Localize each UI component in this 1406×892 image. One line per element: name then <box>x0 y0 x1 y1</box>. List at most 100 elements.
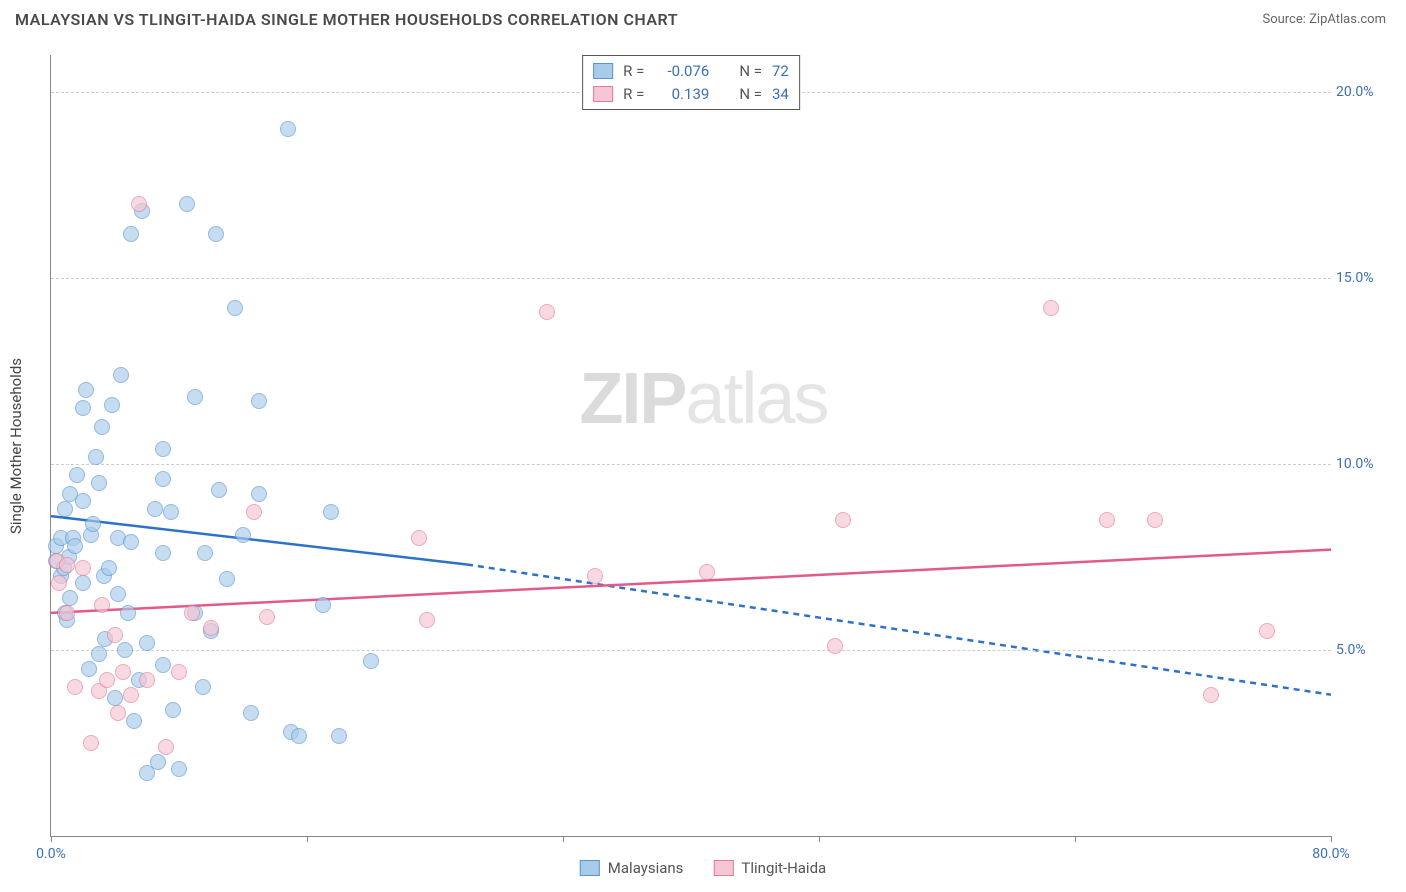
scatter-point <box>104 397 120 413</box>
scatter-point <box>126 713 142 729</box>
legend-label: Tlingit-Haida <box>741 859 826 877</box>
scatter-point <box>208 226 224 242</box>
legend-item: Malaysians <box>580 859 684 877</box>
scatter-point <box>91 475 107 491</box>
scatter-point <box>147 501 163 517</box>
scatter-point <box>211 482 227 498</box>
legend-swatch <box>593 63 613 79</box>
scatter-point <box>51 575 67 591</box>
scatter-point <box>155 441 171 457</box>
chart-header: MALAYSIAN VS TLINGIT-HAIDA SINGLE MOTHER… <box>0 0 1406 35</box>
scatter-point <box>165 702 181 718</box>
scatter-point <box>699 564 715 580</box>
r-label: R = <box>623 83 644 106</box>
scatter-point <box>88 449 104 465</box>
legend-stats-row: R = -0.076 N = 72 <box>593 60 789 83</box>
scatter-point <box>259 609 275 625</box>
scatter-point <box>94 597 110 613</box>
x-tick-label: 80.0% <box>1312 846 1350 862</box>
scatter-point <box>1147 512 1163 528</box>
x-tick <box>51 836 52 842</box>
x-tick-label: 0.0% <box>36 846 66 862</box>
scatter-point <box>57 501 73 517</box>
n-label: N = <box>739 60 762 83</box>
scatter-point <box>81 661 97 677</box>
scatter-point <box>101 560 117 576</box>
scatter-point <box>139 672 155 688</box>
scatter-point <box>113 367 129 383</box>
legend-swatch <box>593 86 613 102</box>
scatter-point <box>131 196 147 212</box>
scatter-point <box>291 728 307 744</box>
scatter-point <box>203 620 219 636</box>
n-value: 34 <box>772 83 789 106</box>
r-label: R = <box>623 60 644 83</box>
scatter-point <box>69 467 85 483</box>
scatter-point <box>75 493 91 509</box>
scatter-point <box>235 527 251 543</box>
x-tick <box>1331 836 1332 842</box>
scatter-point <box>139 635 155 651</box>
scatter-point <box>115 664 131 680</box>
scatter-point <box>155 471 171 487</box>
scatter-point <box>419 612 435 628</box>
scatter-point <box>67 679 83 695</box>
scatter-point <box>219 571 235 587</box>
y-tick-label: 20.0% <box>1336 84 1396 100</box>
x-tick <box>563 836 564 842</box>
y-tick-label: 10.0% <box>1336 456 1396 472</box>
scatter-point <box>123 226 139 242</box>
scatter-point <box>107 690 123 706</box>
scatter-point <box>75 560 91 576</box>
watermark: ZIPatlas <box>579 358 827 440</box>
source-label: Source: ZipAtlas.com <box>1262 12 1386 27</box>
scatter-point <box>587 568 603 584</box>
scatter-point <box>75 400 91 416</box>
scatter-point <box>62 590 78 606</box>
chart-title: MALAYSIAN VS TLINGIT-HAIDA SINGLE MOTHER… <box>15 10 678 29</box>
scatter-point <box>1043 300 1059 316</box>
scatter-point <box>163 504 179 520</box>
n-label: N = <box>739 83 762 106</box>
scatter-point <box>1203 687 1219 703</box>
scatter-point <box>363 653 379 669</box>
r-value: -0.076 <box>654 60 709 83</box>
scatter-point <box>99 672 115 688</box>
x-tick <box>1075 836 1076 842</box>
scatter-point <box>251 486 267 502</box>
y-axis-title: Single Mother Households <box>7 357 25 533</box>
chart-plot-area: ZIPatlas Single Mother Households R =-0.… <box>50 55 1331 837</box>
scatter-point <box>227 300 243 316</box>
scatter-point <box>117 642 133 658</box>
scatter-point <box>179 196 195 212</box>
legend-stats-box: R =-0.076N =72R =0.139N =34 <box>582 55 800 110</box>
scatter-point <box>107 627 123 643</box>
scatter-point <box>59 605 75 621</box>
scatter-point <box>246 504 262 520</box>
legend-swatch <box>580 860 600 876</box>
scatter-point <box>110 586 126 602</box>
x-tick <box>307 836 308 842</box>
y-tick-label: 5.0% <box>1336 642 1396 658</box>
x-tick <box>819 836 820 842</box>
scatter-point <box>539 304 555 320</box>
scatter-point <box>67 538 83 554</box>
gridline <box>51 650 1331 651</box>
scatter-point <box>91 646 107 662</box>
scatter-point <box>331 728 347 744</box>
scatter-point <box>1099 512 1115 528</box>
n-value: 72 <box>772 60 789 83</box>
scatter-point <box>83 735 99 751</box>
scatter-point <box>171 761 187 777</box>
scatter-point <box>323 504 339 520</box>
scatter-point <box>78 382 94 398</box>
scatter-point <box>280 121 296 137</box>
scatter-point <box>411 530 427 546</box>
scatter-point <box>184 605 200 621</box>
legend-label: Malaysians <box>608 859 684 877</box>
scatter-point <box>1259 623 1275 639</box>
legend-item: Tlingit-Haida <box>713 859 826 877</box>
gridline <box>51 464 1331 465</box>
scatter-point <box>195 679 211 695</box>
scatter-point <box>85 516 101 532</box>
